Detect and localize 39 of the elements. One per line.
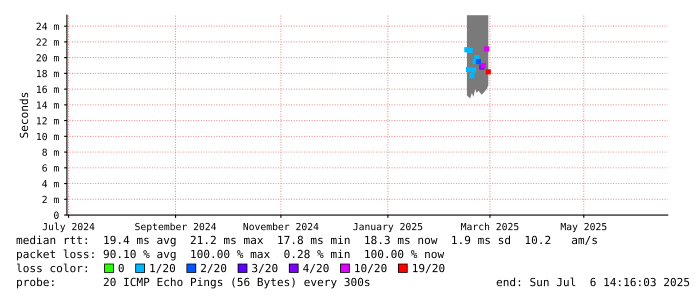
text: packet loss: 90.10 % avg 100.00 % max 0.28 % min 100.00 % now — [17, 250, 444, 260]
y-tick-label: 8 m — [42, 148, 59, 156]
point — [486, 69, 491, 74]
legend-label: 4/20 — [303, 264, 329, 274]
legend-title: loss color: — [16, 264, 87, 272]
text: probe: 20 ICMP Echo Pings (56 Bytes) every 300s — [17, 278, 370, 288]
legend-label: 10/20 — [355, 264, 387, 274]
legend-label: 19/20 — [413, 264, 444, 274]
y-axis-title: Seconds — [20, 92, 28, 138]
x-tick-label: May 2025 — [560, 222, 606, 232]
y-tick-label: 22 m — [36, 38, 59, 46]
y-tick-label: 24 m — [36, 22, 59, 30]
y-tick-label: 2 m — [42, 196, 59, 204]
y-tick-label: 16 m — [37, 86, 59, 93]
legend-label: 0 — [118, 264, 124, 272]
y-tick-label: 6 m — [42, 164, 59, 172]
y-tick-label: 14 m — [37, 101, 59, 109]
point — [468, 48, 473, 54]
text: end: Sun Jul 6 14:16:03 2025 — [496, 278, 690, 286]
y-tick-label: 4 m — [42, 180, 59, 188]
legend-label: 3/20 — [252, 264, 278, 274]
x-tick-label: July 2024 — [42, 222, 94, 232]
point — [469, 73, 474, 78]
y-tick-label: 10 m — [37, 132, 59, 140]
x-tick-label: November 2024 — [244, 222, 318, 230]
point — [470, 68, 476, 73]
x-tick-label: January 2025 — [353, 222, 422, 232]
y-tick-label: 18 m — [37, 70, 59, 78]
y-tick-label: 12 m — [37, 117, 59, 124]
point — [466, 66, 472, 72]
point — [484, 46, 490, 52]
legend-label: 1/20 — [150, 264, 176, 274]
text: median rtt: 19.4 ms avg 21.2 ms max 17.8 ms min 18.3 ms now 1.9 ms sd 10.2 am/s — [16, 236, 597, 246]
y-tick-label: 0 — [54, 212, 59, 219]
y-tick-label: 20 m — [36, 54, 59, 62]
legend-label: 2/20 — [201, 264, 226, 274]
point — [476, 58, 482, 64]
x-tick-label: March 2025 — [461, 222, 518, 230]
x-tick-label: September 2024 — [135, 222, 216, 232]
